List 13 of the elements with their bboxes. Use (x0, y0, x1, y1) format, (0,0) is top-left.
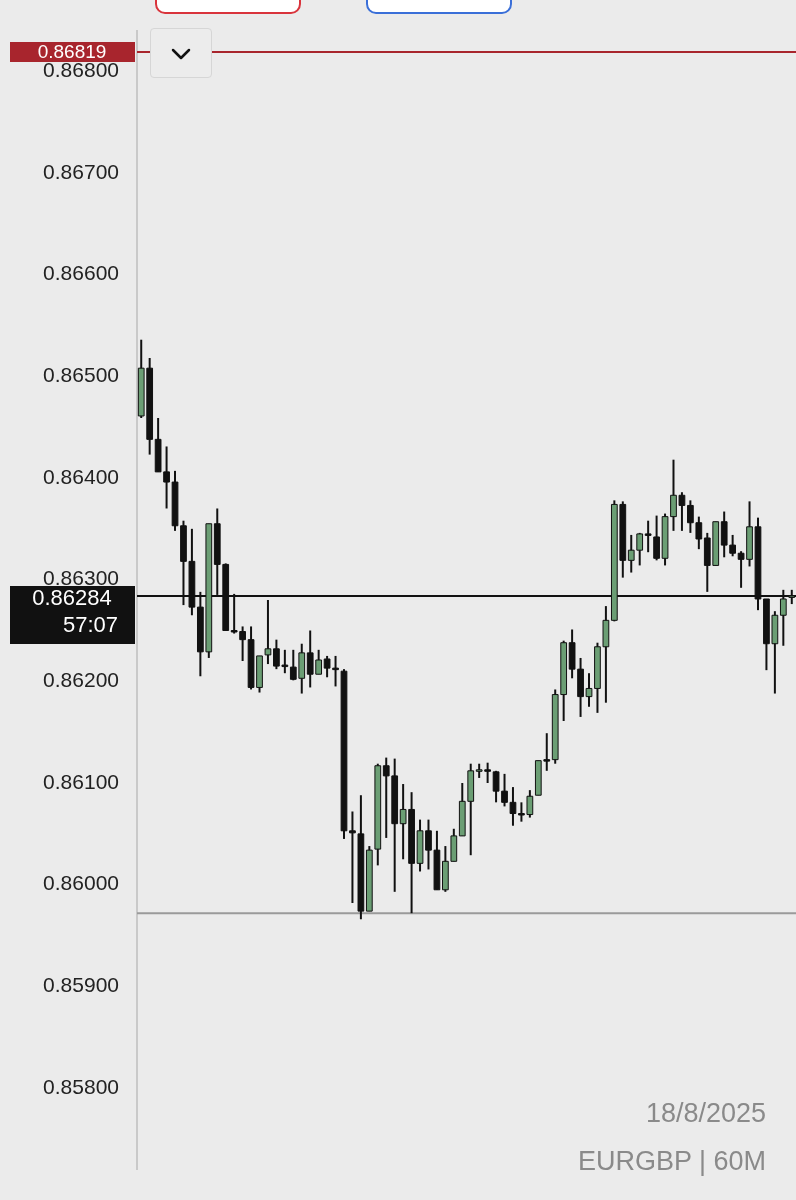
y-tick-label: 0.86200 (43, 668, 119, 692)
annotation: 18/8/2025 (645, 1098, 766, 1129)
y-tick-label: 0.86700 (43, 159, 119, 183)
y-tick-label: 0.86600 (43, 261, 119, 285)
y-tick-label: 0.86400 (43, 464, 119, 488)
candlestick (653, 514, 660, 562)
y-tick-label: 0.86100 (43, 769, 119, 793)
y-tick-label: 0.86000 (43, 871, 119, 895)
y-tick-label: 0.86500 (43, 363, 119, 387)
y-tick-label: 0.85900 (43, 973, 119, 997)
text: 57:07 (62, 612, 118, 637)
annotation: EURGBP | 60M (577, 1146, 766, 1177)
y-tick-label: 0.85800 (43, 1074, 119, 1098)
